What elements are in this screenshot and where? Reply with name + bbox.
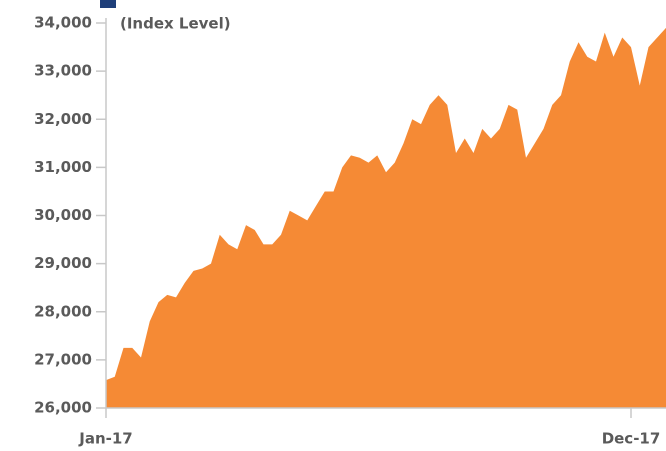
y-tick-label: 26,000 <box>34 399 92 417</box>
chart-subtitle: (Index Level) <box>120 15 231 33</box>
y-tick-label: 29,000 <box>34 254 92 272</box>
y-tick-label: 27,000 <box>34 350 92 368</box>
area <box>106 27 666 408</box>
y-tick-label: 30,000 <box>34 206 92 224</box>
y-tick-label: 34,000 <box>34 14 92 32</box>
y-tick-label: 33,000 <box>34 62 92 80</box>
x-tick-label: Dec-17 <box>602 430 661 448</box>
y-tick-label: 31,000 <box>34 158 92 176</box>
y-tick-label: 32,000 <box>34 110 92 128</box>
y-tick-label: 28,000 <box>34 302 92 320</box>
x-tick-label: Jan-17 <box>78 430 132 448</box>
title-fragment <box>100 0 116 8</box>
